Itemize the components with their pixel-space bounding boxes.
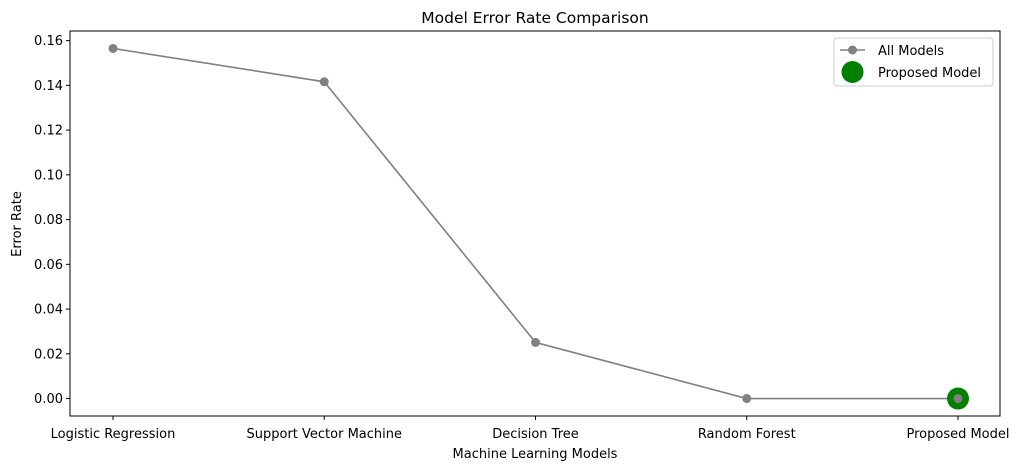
data-point (319, 77, 329, 87)
data-point (531, 337, 540, 347)
data-point (953, 394, 963, 404)
series-layer (108, 43, 969, 410)
legend-all-models-marker (848, 45, 857, 55)
x-tick-label: Decision Tree (492, 427, 579, 442)
data-point (108, 43, 118, 53)
y-tick-label: 0.16 (34, 34, 63, 49)
legend-all-models-label: All Models (878, 44, 944, 59)
x-tick-label: Logistic Regression (51, 427, 176, 442)
x-axis-label: Machine Learning Models (453, 447, 618, 462)
x-tick-label: Support Vector Machine (247, 427, 403, 442)
y-tick-label: 0.14 (34, 79, 63, 94)
y-tick-label: 0.10 (34, 168, 63, 183)
legend-proposed-model-label: Proposed Model (878, 66, 981, 81)
legend: All Models Proposed Model (833, 37, 994, 87)
legend-proposed-model-marker (841, 61, 864, 83)
y-axis-ticks: 0.00 0.02 0.04 0.06 0.08 0.10 0.12 0.14 0.16 (34, 34, 70, 407)
data-point (742, 394, 752, 404)
legend-frame (833, 37, 994, 87)
x-tick-label: Random Forest (698, 427, 796, 442)
y-tick-label: 0.04 (34, 303, 63, 318)
x-tick-label: Proposed Model (906, 427, 1009, 442)
y-tick-label: 0.00 (34, 392, 63, 407)
y-tick-label: 0.12 (34, 124, 63, 139)
y-tick-label: 0.02 (34, 347, 63, 362)
x-axis-ticks: Logistic Regression Support Vector Machin… (51, 416, 1010, 442)
plot-area-frame (69, 30, 1001, 417)
y-tick-label: 0.08 (34, 213, 63, 228)
y-axis-label: Error Rate (10, 191, 25, 257)
chart-title: Model Error Rate Comparison (421, 9, 648, 27)
y-tick-label: 0.06 (34, 258, 63, 273)
